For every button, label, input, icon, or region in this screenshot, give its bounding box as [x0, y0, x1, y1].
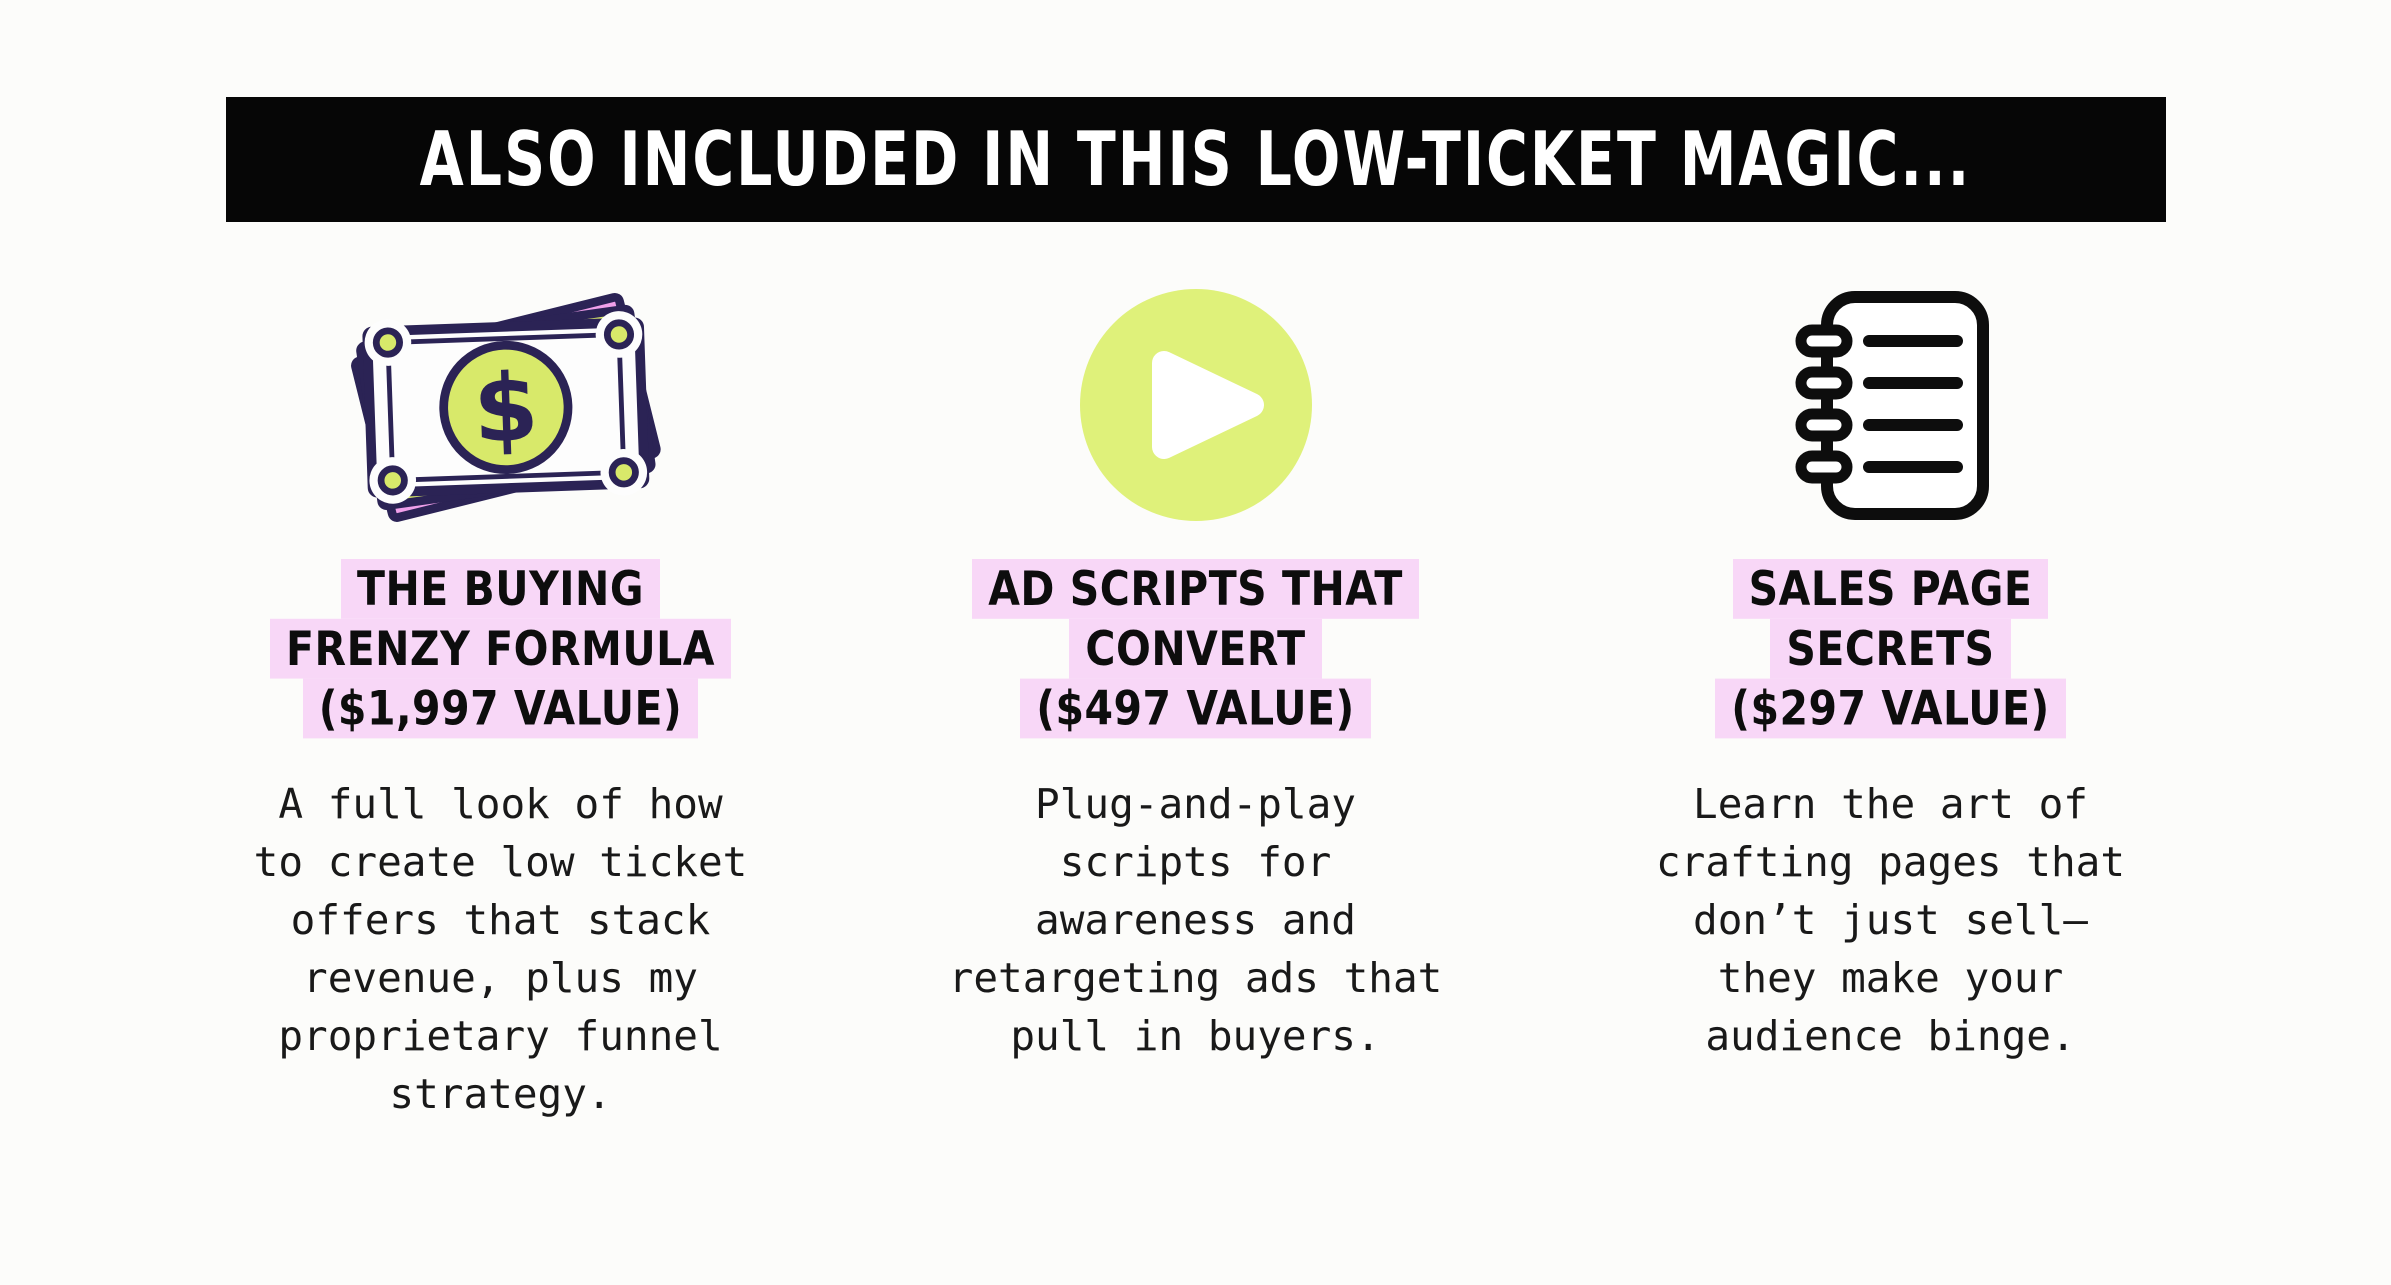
title-line: FRENZY FORMULA: [270, 618, 731, 679]
section-title: ALSO INCLUDED IN THIS LOW-TICKET MAGIC..…: [419, 115, 1972, 204]
icon-box: [848, 285, 1543, 525]
body-line: crafting pages that: [1656, 838, 2125, 886]
body-line: offers that stack: [290, 896, 711, 944]
body-line: revenue, plus my: [303, 954, 698, 1002]
title-line: THE BUYING: [340, 559, 660, 619]
title-line: ($1,997 VALUE): [302, 678, 699, 739]
icon-box: $: [153, 285, 848, 525]
title-line: CONVERT: [1069, 618, 1322, 679]
notebook-icon: [1795, 290, 1989, 520]
body-line: retargeting ads that: [948, 954, 1443, 1002]
play-button-icon: [1079, 289, 1312, 521]
feature-description: Plug-and-play scripts for awareness and …: [848, 775, 1543, 1065]
body-line: audience binge.: [1705, 1012, 2076, 1060]
title-line: ($497 VALUE): [1020, 678, 1371, 739]
section-banner: ALSO INCLUDED IN THIS LOW-TICKET MAGIC..…: [225, 97, 2166, 222]
feature-card-buying-frenzy: $ THE BUYING FRENZY FORMULA ($1,997 VALU…: [153, 285, 848, 1123]
feature-title: SALES PAGE SECRETS ($297 VALUE): [1543, 559, 2238, 739]
title-line: ($297 VALUE): [1715, 678, 2066, 739]
body-line: Learn the art of: [1693, 780, 2088, 828]
feature-card-sales-page: SALES PAGE SECRETS ($297 VALUE) Learn th…: [1543, 285, 2238, 1123]
svg-text:$: $: [471, 352, 540, 463]
feature-card-ad-scripts: AD SCRIPTS THAT CONVERT ($497 VALUE) Plu…: [848, 285, 1543, 1123]
feature-description: A full look of how to create low ticket …: [153, 775, 848, 1123]
body-line: A full look of how: [278, 780, 723, 828]
feature-description: Learn the art of crafting pages that don…: [1543, 775, 2238, 1065]
body-line: awareness and: [1035, 896, 1356, 944]
body-line: pull in buyers.: [1010, 1012, 1381, 1060]
money-bills-icon: $: [350, 292, 661, 522]
title-line: SALES PAGE: [1732, 559, 2049, 619]
body-line: scripts for: [1059, 838, 1332, 886]
title-line: SECRETS: [1770, 618, 2011, 679]
features-row: $ THE BUYING FRENZY FORMULA ($1,997 VALU…: [153, 285, 2238, 1123]
body-line: don’t just sell—: [1693, 896, 2088, 944]
title-line: AD SCRIPTS THAT: [972, 559, 1419, 619]
icon-box: [1543, 285, 2238, 525]
body-line: they make your: [1717, 954, 2064, 1002]
feature-title: AD SCRIPTS THAT CONVERT ($497 VALUE): [848, 559, 1543, 739]
feature-title: THE BUYING FRENZY FORMULA ($1,997 VALUE): [153, 559, 848, 739]
body-line: Plug-and-play: [1035, 780, 1356, 828]
body-line: to create low ticket: [253, 838, 748, 886]
body-line: proprietary funnel: [278, 1012, 723, 1060]
promo-section: ALSO INCLUDED IN THIS LOW-TICKET MAGIC..…: [0, 97, 2391, 1285]
body-line: strategy.: [389, 1070, 612, 1118]
